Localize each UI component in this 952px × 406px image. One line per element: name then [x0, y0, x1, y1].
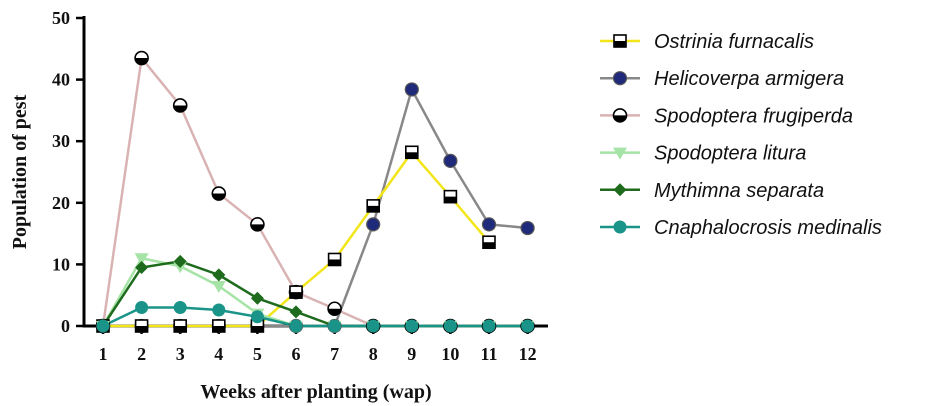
y-tick-label: 50 [52, 8, 70, 28]
x-tick-label: 2 [137, 344, 146, 364]
data-point-cnaphalocrosis-medinalis [96, 319, 110, 333]
y-tick-label: 20 [52, 193, 70, 213]
data-point-cnaphalocrosis-medinalis [212, 303, 226, 317]
data-point-cnaphalocrosis-medinalis [289, 319, 303, 333]
legend-label: Spodoptera litura [654, 143, 806, 165]
data-point-ostrinia-furnacalis [327, 252, 342, 267]
data-point-cnaphalocrosis-medinalis [250, 310, 264, 324]
x-tick-label: 10 [441, 344, 459, 364]
data-point-ostrinia-furnacalis [404, 145, 419, 160]
data-point-ostrinia-furnacalis [134, 319, 149, 333]
legend-label: Cnaphalocrosis medinalis [654, 217, 882, 239]
x-tick-label: 4 [214, 344, 223, 364]
legend-swatch-marker [612, 71, 628, 86]
legend-item-helicoverpa-armigera: Helicoverpa armigera [600, 68, 844, 90]
data-point-helicoverpa-armigera [366, 217, 381, 232]
y-tick-label: 0 [61, 316, 70, 336]
legend-label: Mythimna separata [654, 180, 824, 202]
x-axis-title: Weeks after planting (wap) [200, 381, 431, 403]
data-point-ostrinia-furnacalis [482, 235, 496, 250]
data-point-helicoverpa-armigera [481, 217, 497, 232]
data-point-ostrinia-furnacalis [443, 189, 458, 204]
data-point-mythimna-separata [135, 260, 149, 274]
legend-item-cnaphalocrosis-medinalis: Cnaphalocrosis medinalis [600, 217, 882, 239]
legend-label: Spodoptera frugiperda [654, 105, 853, 127]
data-point-cnaphalocrosis-medinalis [135, 301, 149, 315]
legend-item-spodoptera-litura: Spodoptera litura [600, 143, 806, 165]
x-tick-label: 1 [99, 344, 108, 364]
legend-swatch-marker [613, 147, 627, 160]
legend-item-mythimna-separata: Mythimna separata [600, 180, 824, 202]
legend-swatch-marker [613, 183, 627, 197]
y-tick-label: 40 [52, 70, 70, 90]
data-point-spodoptera-litura [134, 253, 149, 266]
data-point-spodoptera-frugiperda [250, 217, 265, 232]
data-point-cnaphalocrosis-medinalis [443, 319, 457, 333]
data-point-cnaphalocrosis-medinalis [328, 319, 342, 333]
series-line-spodoptera-frugiperda [101, 56, 528, 328]
data-point-spodoptera-frugiperda [172, 98, 188, 113]
legend-item-spodoptera-frugiperda: Spodoptera frugiperda [600, 105, 853, 127]
x-tick-label: 6 [292, 344, 301, 364]
series-line-helicoverpa-armigera [103, 88, 528, 328]
data-point-helicoverpa-armigera [520, 220, 535, 236]
data-point-cnaphalocrosis-medinalis [173, 301, 187, 315]
x-tick-label: 7 [330, 344, 339, 364]
x-tick-label: 11 [480, 344, 497, 364]
data-point-spodoptera-frugiperda [211, 186, 227, 201]
legend-swatch-marker [613, 220, 627, 234]
legend-label: Ostrinia furnacalis [654, 31, 814, 53]
y-tick-label: 30 [52, 131, 70, 151]
data-point-mythimna-separata [250, 291, 264, 305]
y-axis-title: Population of pest [9, 94, 31, 249]
legend: Ostrinia furnacalis Helicoverpa armigera S… [600, 31, 882, 239]
series-line-ostrinia-furnacalis [103, 151, 490, 328]
data-point-mythimna-separata [289, 305, 303, 319]
data-point-ostrinia-furnacalis [212, 319, 226, 333]
series-line-spodoptera-litura [101, 256, 528, 328]
legend-swatch-marker [613, 34, 627, 48]
data-point-cnaphalocrosis-medinalis [405, 319, 419, 333]
data-point-ostrinia-furnacalis [366, 199, 381, 213]
x-tick-label: 3 [176, 344, 185, 364]
legend-swatch-marker [612, 108, 628, 123]
legend-label: Helicoverpa armigera [654, 68, 844, 90]
series-line-cnaphalocrosis-medinalis [102, 306, 528, 328]
legend-item-ostrinia-furnacalis: Ostrinia furnacalis [600, 31, 814, 53]
data-point-cnaphalocrosis-medinalis [521, 319, 535, 333]
data-point-mythimna-separata [173, 254, 187, 268]
data-point-helicoverpa-armigera [404, 82, 419, 97]
x-tick-label: 12 [519, 344, 537, 364]
data-point-ostrinia-furnacalis [173, 319, 187, 333]
data-point-helicoverpa-armigera [443, 153, 458, 169]
x-tick-label: 8 [369, 344, 378, 364]
data-point-cnaphalocrosis-medinalis [366, 319, 380, 333]
data-point-spodoptera-frugiperda [327, 301, 342, 317]
y-tick-label: 10 [52, 254, 70, 274]
x-tick-label: 9 [407, 344, 416, 364]
data-point-spodoptera-frugiperda [134, 50, 149, 66]
series-lines [101, 56, 528, 328]
x-tick-label: 5 [253, 344, 262, 364]
series-line-mythimna-separata [101, 260, 528, 328]
data-point-cnaphalocrosis-medinalis [482, 319, 496, 333]
series-markers [95, 50, 535, 334]
data-point-spodoptera-litura [211, 280, 226, 293]
data-point-ostrinia-furnacalis [289, 285, 303, 299]
data-point-mythimna-separata [212, 268, 226, 282]
